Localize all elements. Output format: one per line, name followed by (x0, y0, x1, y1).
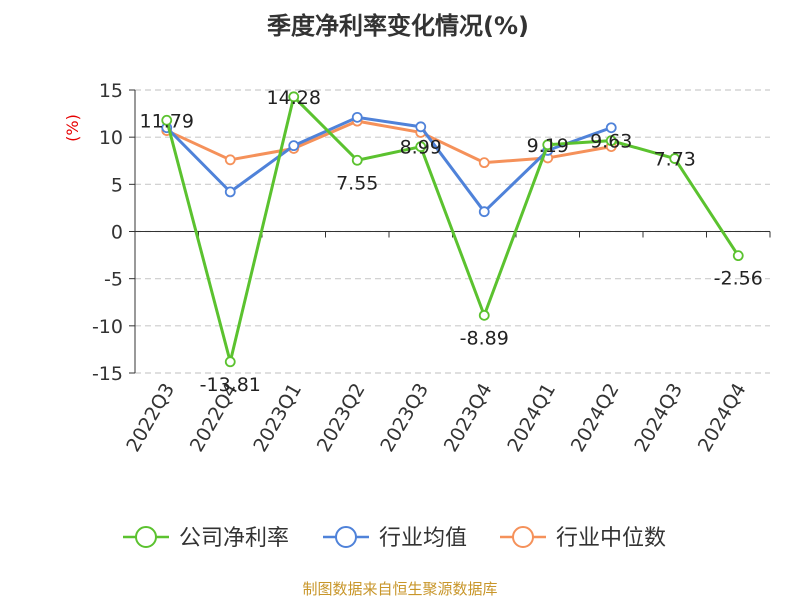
series-layer (161, 91, 744, 368)
series-0-point-0 (161, 114, 173, 126)
legend-label-1: 行业均值 (379, 526, 467, 551)
series-2-point-1 (224, 154, 236, 166)
series-2-point-5 (478, 157, 490, 169)
data-labels: 11.79 -13.81 14.28 7.55 8.99 -8.89 9.19 9.63 7.7… (140, 87, 763, 396)
series-0-point-7 (605, 135, 617, 147)
legend[interactable]: 公司净利率 行业均值 行业中位数 (123, 526, 666, 551)
x-tick-label-2023Q3: 2023Q3 (376, 380, 433, 456)
y-tick-label: 0 (111, 222, 123, 244)
y-tick-label: 15 (99, 80, 123, 102)
data-label-2024Q3: 7.73 (654, 149, 696, 171)
legend-item-0[interactable]: 公司净利率 (123, 526, 289, 551)
data-label-2023Q3: 8.99 (400, 137, 442, 159)
y-tick-label: -5 (104, 269, 123, 291)
y-tick-label: -15 (92, 363, 123, 385)
series-1-point-5 (478, 206, 490, 218)
y-axis-label: (%) (63, 114, 82, 142)
data-label-2022Q3: 11.79 (140, 110, 194, 132)
series-1-point-7 (605, 122, 617, 134)
legend-marker-2 (512, 526, 534, 548)
series-0-point-8 (669, 153, 681, 164)
series-line-0 (165, 95, 740, 364)
x-tick-label-2022Q3: 2022Q3 (122, 380, 179, 456)
y-tick-label: 10 (99, 127, 123, 149)
x-tick-label-2023Q2: 2023Q2 (313, 380, 370, 456)
series-0 (161, 91, 744, 368)
series-0-point-6 (542, 139, 554, 151)
legend-marker-1 (335, 526, 357, 548)
x-tick-label-2024Q3: 2024Q3 (630, 380, 687, 456)
series-0-point-4 (415, 141, 427, 153)
data-label-2023Q4: -8.89 (460, 327, 509, 349)
series-0-point-9 (732, 250, 744, 262)
legend-item-2[interactable]: 行业中位数 (500, 526, 666, 551)
series-0-point-3 (351, 154, 363, 166)
y-tick-label: 5 (111, 174, 123, 196)
series-line-1 (165, 115, 612, 214)
series-1-point-2 (288, 140, 300, 152)
data-label-2024Q2: 9.63 (590, 131, 632, 153)
data-label-2023Q1: 14.28 (267, 87, 321, 109)
series-0-point-1 (224, 356, 236, 368)
x-tick-label-2024Q4: 2024Q4 (694, 380, 751, 456)
series-0-point-2 (288, 91, 300, 103)
legend-item-1[interactable]: 行业均值 (323, 526, 467, 551)
series-1-point-1 (224, 186, 236, 198)
x-tick-label-2023Q4: 2023Q4 (440, 380, 497, 456)
x-tick-label-2024Q1: 2024Q1 (503, 380, 560, 456)
legend-label-0: 公司净利率 (179, 526, 289, 551)
series-1-point-3 (351, 111, 363, 123)
legend-label-2: 行业中位数 (556, 526, 666, 551)
series-0-point-5 (478, 309, 490, 321)
data-label-2022Q4: -13.81 (200, 374, 261, 396)
series-1 (161, 111, 617, 218)
x-tick-label-2024Q2: 2024Q2 (567, 380, 624, 456)
data-label-2024Q1: 9.19 (527, 135, 569, 157)
data-label-2024Q4: -2.56 (714, 268, 763, 290)
series-1-point-4 (415, 121, 427, 133)
source-note: 制图数据来自恒生聚源数据库 (302, 580, 497, 598)
chart-title: 季度净利率变化情况(%) (267, 12, 529, 40)
legend-marker-0 (135, 526, 157, 548)
y-tick-label: -10 (92, 316, 123, 338)
data-label-2023Q2: 7.55 (336, 172, 378, 194)
